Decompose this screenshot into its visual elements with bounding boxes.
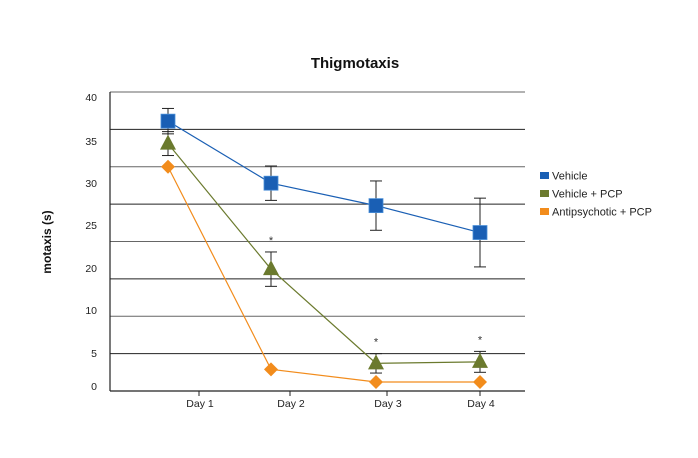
x-tick-label: Day 3 [374,398,402,410]
y-tick-label: 35 [85,136,97,148]
y-axis-label: motaxis (s) [40,210,54,273]
x-tick-label: Day 4 [467,398,495,410]
significance-asterisk: * [478,334,483,346]
y-tick-label: 30 [85,178,97,190]
series-vehicle-pcp [160,131,488,374]
legend-label: Vehicle [552,171,587,183]
series-antipsychotic-pcp [161,159,487,390]
legend-swatch [540,190,549,197]
series-line [167,120,481,234]
data-point-square [472,225,488,240]
y-tick-label: 20 [85,263,97,275]
data-point-diamond [161,159,175,174]
legend-label: Vehicle + PCP [552,189,623,201]
data-point-square [368,198,384,214]
data-point-triangle [160,134,176,150]
series-line [167,143,481,364]
y-tick-label: 10 [85,305,97,317]
series-line [167,166,480,383]
chart-title: Thigmotaxis [311,55,399,72]
data-point-diamond [264,362,278,377]
significance-asterisk: * [269,235,274,247]
legend-swatch [540,172,549,179]
x-tick-label: Day 2 [277,398,305,410]
data-point-square [263,175,279,191]
data-point-triangle [263,260,279,276]
y-tick-label: 0 [91,381,97,393]
x-tick-label: Day 1 [186,398,214,410]
y-tick-label: 25 [85,220,97,232]
data-point-diamond [473,375,487,390]
significance-asterisk: * [374,337,379,349]
y-tick-label: 40 [85,92,97,104]
data-point-triangle [368,354,384,370]
data-point-square [160,113,176,129]
legend-swatch [540,208,549,215]
y-tick-label: 5 [91,348,97,360]
legend-label: Antipsychotic + PCP [552,207,652,219]
data-point-triangle [472,352,488,368]
series-vehicle [160,107,488,268]
data-point-diamond [369,375,383,390]
